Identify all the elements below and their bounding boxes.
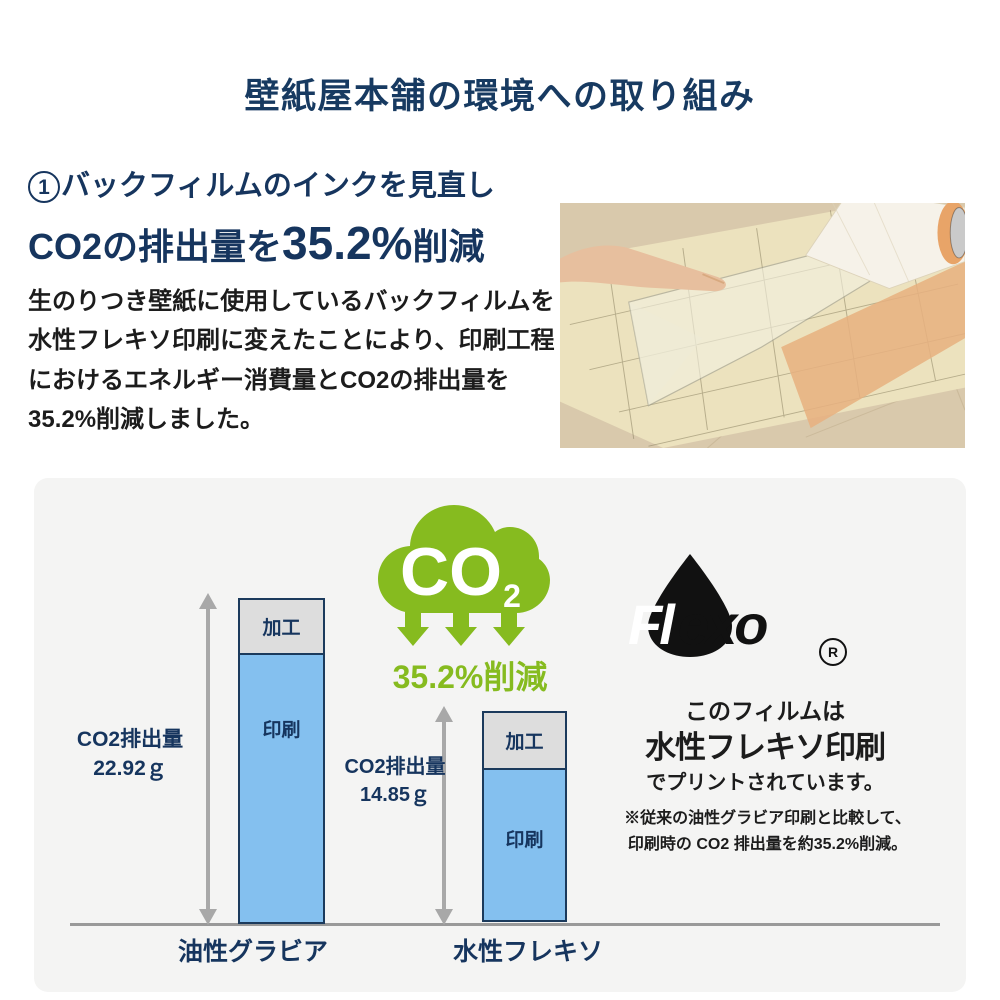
svg-text:CO: CO	[400, 534, 502, 610]
svg-text:exo: exo	[678, 593, 767, 656]
svg-text:2: 2	[503, 578, 521, 614]
svg-text:Fl: Fl	[628, 593, 676, 656]
svg-text:R: R	[828, 644, 838, 660]
